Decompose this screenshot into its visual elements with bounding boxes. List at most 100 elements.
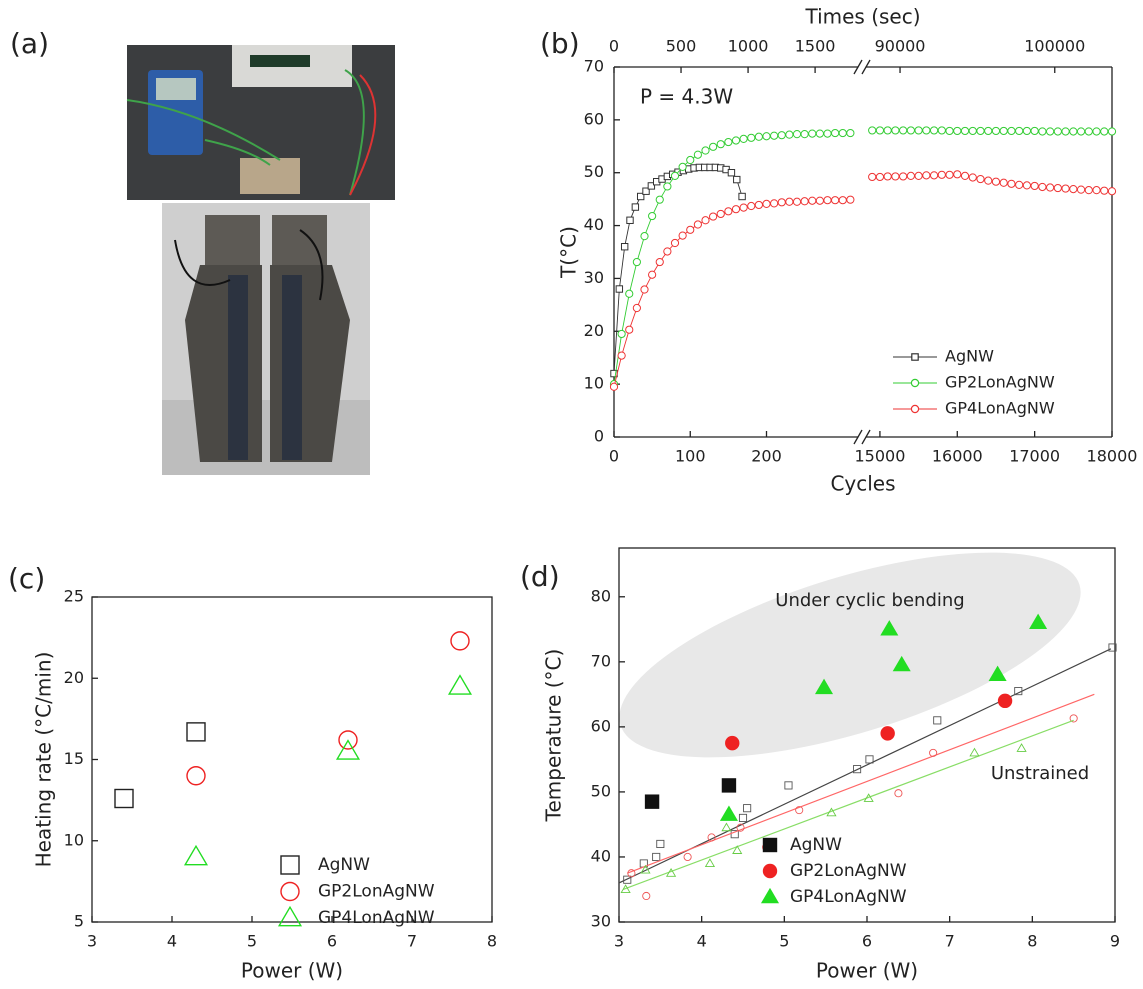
data-point: [725, 735, 740, 751]
data-point: [670, 238, 680, 248]
data-point: [838, 128, 847, 138]
x2-tick-label: 90000: [875, 37, 926, 56]
data-point: [1107, 127, 1117, 136]
data-point: [1092, 186, 1101, 195]
unstrained-point: [784, 781, 793, 790]
y-tick-label: 50: [584, 162, 604, 181]
data-point: [716, 140, 725, 149]
data-point: [891, 172, 900, 181]
data-point: [846, 195, 855, 204]
x2-tick-label: 0: [609, 37, 619, 56]
axis-break: [861, 59, 871, 75]
data-point: [1038, 182, 1047, 192]
data-point: [945, 170, 954, 179]
annotation: P = 4.3W: [640, 85, 733, 109]
data-point: [640, 285, 649, 294]
photo-setup: [126, 45, 395, 200]
data-point: [914, 171, 923, 180]
y-tick-label: 80: [591, 586, 611, 605]
data-point: [731, 205, 741, 214]
data-point: [716, 209, 725, 219]
x-tick-label: 18000: [1087, 447, 1138, 466]
data-point: [642, 187, 650, 195]
data-point: [800, 130, 809, 139]
data-point: [937, 170, 946, 179]
data-point: [868, 172, 877, 182]
data-point: [631, 203, 640, 211]
data-point: [1107, 187, 1117, 196]
data-point: [636, 192, 645, 201]
legend-label: GP4LonAgNW: [790, 887, 907, 907]
data-point: [875, 126, 885, 135]
x-tick-label: 3: [87, 932, 97, 951]
unstrained-point: [665, 868, 677, 877]
y-tick-label: 10: [64, 830, 84, 849]
data-point: [721, 778, 737, 793]
data-point: [814, 678, 834, 695]
data-point: [960, 171, 970, 180]
y-tick-label: 20: [584, 321, 604, 340]
annotation: Under cyclic bending: [775, 590, 964, 611]
highlight-region: [619, 552, 1081, 758]
unstrained-point: [826, 807, 837, 817]
data-point: [968, 173, 977, 182]
data-point: [701, 216, 710, 225]
x2-axis-title: Times (sec): [804, 5, 920, 29]
data-point: [733, 175, 741, 184]
legend-marker: [280, 881, 300, 902]
legend-marker: [910, 404, 920, 414]
data-point: [762, 132, 771, 141]
legend-marker: [762, 863, 778, 879]
y-axis-title: Temperature (°C): [542, 649, 566, 823]
photo-plate: [282, 275, 302, 460]
legend-label: GP4LonAgNW: [318, 908, 435, 928]
legend-marker: [762, 837, 778, 853]
data-point: [838, 196, 847, 205]
data-point: [739, 134, 748, 143]
unstrained-point: [652, 852, 661, 862]
data-point: [976, 174, 985, 184]
x-tick-label: 4: [167, 932, 177, 951]
data-point: [727, 169, 736, 177]
data-point: [731, 136, 741, 145]
y-tick-label: 50: [591, 781, 611, 800]
data-point: [747, 201, 756, 211]
data-point: [626, 216, 634, 224]
unstrained-point: [656, 839, 665, 848]
fit-line: [618, 648, 1112, 884]
data-point: [747, 133, 756, 142]
data-point: [937, 126, 946, 135]
unstrained-point: [853, 765, 862, 774]
data-point: [447, 674, 473, 695]
data-point: [875, 172, 885, 182]
data-point: [335, 739, 361, 760]
data-point: [1015, 180, 1024, 189]
photo-plate: [228, 275, 248, 460]
unstrained-point: [623, 875, 632, 884]
annotation: Unstrained: [991, 763, 1089, 784]
data-point: [785, 197, 794, 206]
x2-tick-label: 1500: [795, 37, 836, 56]
x-tick-label: 17000: [1009, 447, 1060, 466]
photo-clamp: [272, 215, 327, 270]
data-point: [991, 126, 1001, 136]
axis-break: [853, 59, 863, 75]
x-axis-title: Power (W): [241, 959, 343, 983]
legend-label: GP4LonAgNW: [945, 399, 1055, 418]
unstrained-point: [929, 748, 938, 757]
data-point: [617, 329, 626, 339]
data-point: [738, 192, 746, 201]
x-axis-title: Cycles: [830, 472, 895, 496]
data-point: [709, 212, 718, 221]
x2-tick-label: 500: [666, 37, 697, 56]
data-point: [792, 197, 802, 206]
x-tick-label: 7: [407, 932, 417, 951]
data-point: [1030, 126, 1039, 136]
data-point: [868, 126, 877, 135]
unstrained-point: [627, 869, 636, 878]
x-tick-label: 15000: [854, 447, 905, 466]
y-tick-label: 30: [591, 912, 611, 931]
y-tick-label: 10: [584, 374, 604, 393]
data-point: [808, 129, 817, 138]
data-point: [655, 195, 664, 204]
